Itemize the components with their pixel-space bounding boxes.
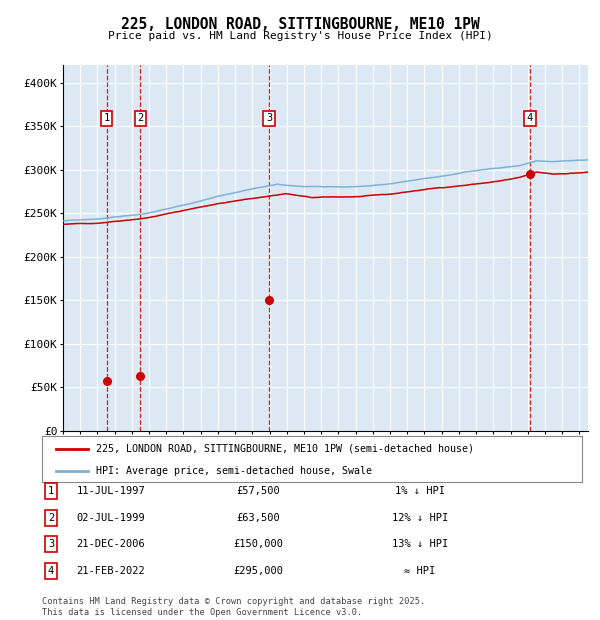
Text: 02-JUL-1999: 02-JUL-1999 — [77, 513, 145, 523]
Text: ≈ HPI: ≈ HPI — [404, 566, 436, 576]
Text: 1: 1 — [48, 486, 54, 496]
Text: 3: 3 — [266, 113, 272, 123]
Text: Contains HM Land Registry data © Crown copyright and database right 2025.
This d: Contains HM Land Registry data © Crown c… — [42, 598, 425, 617]
Text: £63,500: £63,500 — [236, 513, 280, 523]
Text: 4: 4 — [527, 113, 533, 123]
Text: £295,000: £295,000 — [233, 566, 283, 576]
Text: 225, LONDON ROAD, SITTINGBOURNE, ME10 1PW: 225, LONDON ROAD, SITTINGBOURNE, ME10 1P… — [121, 17, 479, 32]
Text: 21-DEC-2006: 21-DEC-2006 — [77, 539, 145, 549]
Text: £57,500: £57,500 — [236, 486, 280, 496]
Text: 225, LONDON ROAD, SITTINGBOURNE, ME10 1PW (semi-detached house): 225, LONDON ROAD, SITTINGBOURNE, ME10 1P… — [96, 444, 474, 454]
Text: 21-FEB-2022: 21-FEB-2022 — [77, 566, 145, 576]
Text: 3: 3 — [48, 539, 54, 549]
Text: 1: 1 — [103, 113, 110, 123]
Text: 2: 2 — [137, 113, 143, 123]
Text: 11-JUL-1997: 11-JUL-1997 — [77, 486, 145, 496]
Text: 12% ↓ HPI: 12% ↓ HPI — [392, 513, 448, 523]
Text: 1% ↓ HPI: 1% ↓ HPI — [395, 486, 445, 496]
Text: 4: 4 — [48, 566, 54, 576]
Text: 2: 2 — [48, 513, 54, 523]
Text: 13% ↓ HPI: 13% ↓ HPI — [392, 539, 448, 549]
Text: Price paid vs. HM Land Registry's House Price Index (HPI): Price paid vs. HM Land Registry's House … — [107, 31, 493, 41]
Text: £150,000: £150,000 — [233, 539, 283, 549]
Text: HPI: Average price, semi-detached house, Swale: HPI: Average price, semi-detached house,… — [96, 466, 372, 476]
